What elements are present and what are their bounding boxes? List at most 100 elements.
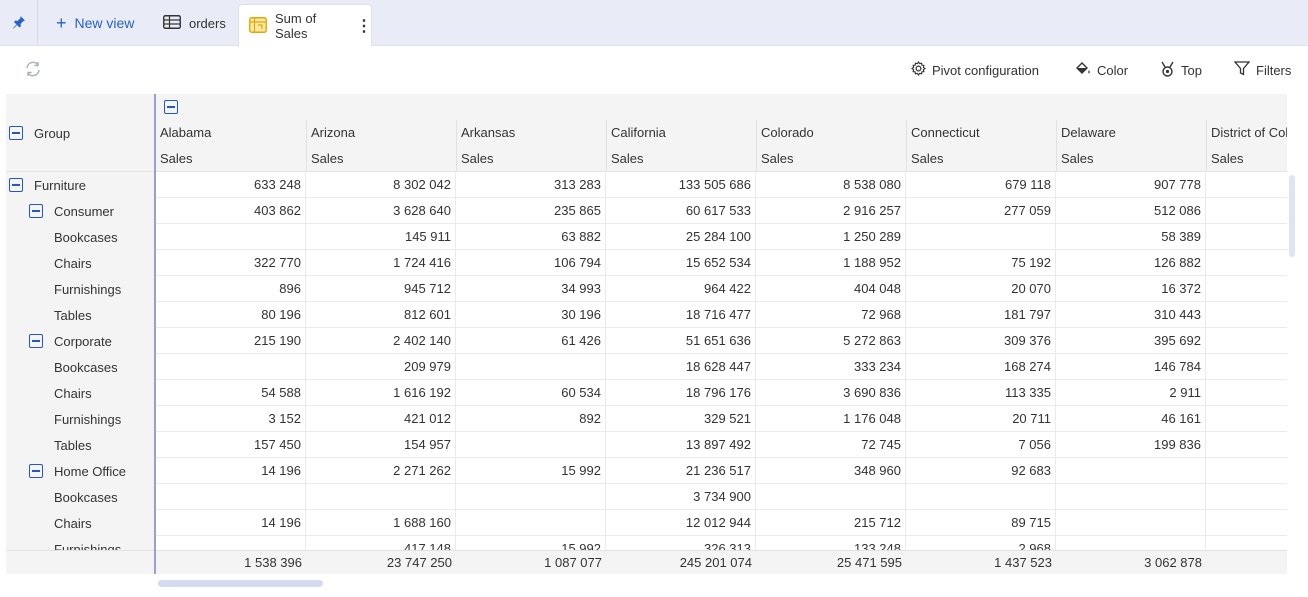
table-cell[interactable]: 18 796 176 bbox=[606, 380, 756, 406]
table-cell[interactable] bbox=[456, 510, 606, 536]
table-cell[interactable]: 20 070 bbox=[906, 276, 1056, 302]
table-cell[interactable]: 322 770 bbox=[156, 250, 306, 276]
column-header-state[interactable]: Delaware bbox=[1056, 120, 1206, 146]
horizontal-scrollbar[interactable] bbox=[158, 580, 323, 587]
table-cell[interactable]: 277 059 bbox=[906, 198, 1056, 224]
table-cell[interactable] bbox=[1206, 328, 1287, 354]
column-header-state[interactable]: Colorado bbox=[756, 120, 906, 146]
table-cell[interactable]: 633 248 bbox=[156, 172, 306, 198]
table-cell[interactable] bbox=[906, 224, 1056, 250]
table-cell[interactable]: 89 715 bbox=[906, 510, 1056, 536]
table-cell[interactable]: 892 bbox=[456, 406, 606, 432]
table-cell[interactable]: 133 505 686 bbox=[606, 172, 756, 198]
column-header-state[interactable]: District of Colu bbox=[1206, 120, 1287, 146]
table-cell[interactable]: 1 250 289 bbox=[756, 224, 906, 250]
table-cell[interactable]: 310 443 bbox=[1056, 302, 1206, 328]
table-cell[interactable]: 46 161 bbox=[1056, 406, 1206, 432]
table-cell[interactable]: 1 188 952 bbox=[756, 250, 906, 276]
collapse-toggle[interactable] bbox=[29, 204, 43, 218]
table-cell[interactable]: 157 450 bbox=[156, 432, 306, 458]
table-cell[interactable]: 7 056 bbox=[906, 432, 1056, 458]
top-button[interactable]: Top bbox=[1160, 61, 1202, 80]
collapse-toggle[interactable] bbox=[29, 464, 43, 478]
collapse-toggle[interactable] bbox=[29, 334, 43, 348]
table-cell[interactable]: 8 302 042 bbox=[306, 172, 456, 198]
table-cell[interactable]: 812 601 bbox=[306, 302, 456, 328]
color-button[interactable]: Color bbox=[1075, 61, 1128, 79]
table-cell[interactable]: 3 152 bbox=[156, 406, 306, 432]
table-cell[interactable] bbox=[1206, 302, 1287, 328]
table-cell[interactable]: 14 196 bbox=[156, 458, 306, 484]
table-cell[interactable]: 964 422 bbox=[606, 276, 756, 302]
table-cell[interactable]: 13 897 492 bbox=[606, 432, 756, 458]
table-cell[interactable]: 15 992 bbox=[456, 536, 606, 550]
table-cell[interactable]: 1 688 160 bbox=[306, 510, 456, 536]
table-cell[interactable]: 21 236 517 bbox=[606, 458, 756, 484]
table-cell[interactable] bbox=[1206, 510, 1287, 536]
table-cell[interactable] bbox=[1206, 198, 1287, 224]
table-cell[interactable]: 126 882 bbox=[1056, 250, 1206, 276]
table-cell[interactable] bbox=[756, 484, 906, 510]
table-cell[interactable]: 154 957 bbox=[306, 432, 456, 458]
table-cell[interactable]: 80 196 bbox=[156, 302, 306, 328]
table-cell[interactable]: 512 086 bbox=[1056, 198, 1206, 224]
column-header-state[interactable]: Arkansas bbox=[456, 120, 606, 146]
table-cell[interactable]: 209 979 bbox=[306, 354, 456, 380]
table-cell[interactable]: 2 271 262 bbox=[306, 458, 456, 484]
table-cell[interactable]: 896 bbox=[156, 276, 306, 302]
table-cell[interactable]: 1 176 048 bbox=[756, 406, 906, 432]
table-cell[interactable]: 907 778 bbox=[1056, 172, 1206, 198]
table-cell[interactable] bbox=[156, 354, 306, 380]
table-cell[interactable]: 215 190 bbox=[156, 328, 306, 354]
table-cell[interactable]: 30 196 bbox=[456, 302, 606, 328]
table-cell[interactable]: 60 534 bbox=[456, 380, 606, 406]
table-cell[interactable]: 348 960 bbox=[756, 458, 906, 484]
table-cell[interactable] bbox=[306, 484, 456, 510]
table-cell[interactable]: 2 916 257 bbox=[756, 198, 906, 224]
table-cell[interactable]: 20 711 bbox=[906, 406, 1056, 432]
table-cell[interactable] bbox=[456, 354, 606, 380]
table-cell[interactable]: 5 272 863 bbox=[756, 328, 906, 354]
table-cell[interactable]: 51 651 636 bbox=[606, 328, 756, 354]
filters-button[interactable]: Filters bbox=[1233, 61, 1291, 79]
table-cell[interactable]: 54 588 bbox=[156, 380, 306, 406]
table-cell[interactable] bbox=[1206, 406, 1287, 432]
table-cell[interactable]: 15 652 534 bbox=[606, 250, 756, 276]
table-cell[interactable]: 18 716 477 bbox=[606, 302, 756, 328]
table-cell[interactable]: 92 683 bbox=[906, 458, 1056, 484]
table-cell[interactable]: 14 196 bbox=[156, 510, 306, 536]
more-options-icon[interactable]: ⋮ bbox=[356, 18, 372, 35]
table-cell[interactable] bbox=[156, 536, 306, 550]
pin-button[interactable] bbox=[0, 0, 38, 46]
table-cell[interactable]: 421 012 bbox=[306, 406, 456, 432]
column-header-state[interactable]: Connecticut bbox=[906, 120, 1056, 146]
table-cell[interactable]: 3 690 836 bbox=[756, 380, 906, 406]
table-cell[interactable] bbox=[1206, 458, 1287, 484]
table-cell[interactable]: 168 274 bbox=[906, 354, 1056, 380]
refresh-icon[interactable] bbox=[24, 60, 42, 81]
table-cell[interactable] bbox=[456, 432, 606, 458]
table-cell[interactable] bbox=[156, 484, 306, 510]
table-cell[interactable]: 60 617 533 bbox=[606, 198, 756, 224]
collapse-toggle[interactable] bbox=[9, 178, 23, 192]
table-cell[interactable]: 106 794 bbox=[456, 250, 606, 276]
table-cell[interactable] bbox=[1056, 484, 1206, 510]
table-cell[interactable]: 395 692 bbox=[1056, 328, 1206, 354]
table-cell[interactable]: 25 284 100 bbox=[606, 224, 756, 250]
table-cell[interactable] bbox=[156, 224, 306, 250]
table-cell[interactable]: 1 616 192 bbox=[306, 380, 456, 406]
table-cell[interactable]: 326 313 bbox=[606, 536, 756, 550]
table-cell[interactable]: 3 734 900 bbox=[606, 484, 756, 510]
table-cell[interactable]: 215 712 bbox=[756, 510, 906, 536]
table-cell[interactable]: 133 248 bbox=[756, 536, 906, 550]
table-cell[interactable] bbox=[1206, 380, 1287, 406]
table-cell[interactable]: 72 745 bbox=[756, 432, 906, 458]
tab-sum-of-sales[interactable]: Sum of Sales ⋮ bbox=[238, 4, 372, 47]
table-cell[interactable]: 2 402 140 bbox=[306, 328, 456, 354]
table-cell[interactable]: 8 538 080 bbox=[756, 172, 906, 198]
table-cell[interactable] bbox=[1206, 276, 1287, 302]
new-view-button[interactable]: + New view bbox=[56, 0, 134, 46]
table-cell[interactable] bbox=[1206, 484, 1287, 510]
table-cell[interactable]: 145 911 bbox=[306, 224, 456, 250]
table-cell[interactable]: 333 234 bbox=[756, 354, 906, 380]
